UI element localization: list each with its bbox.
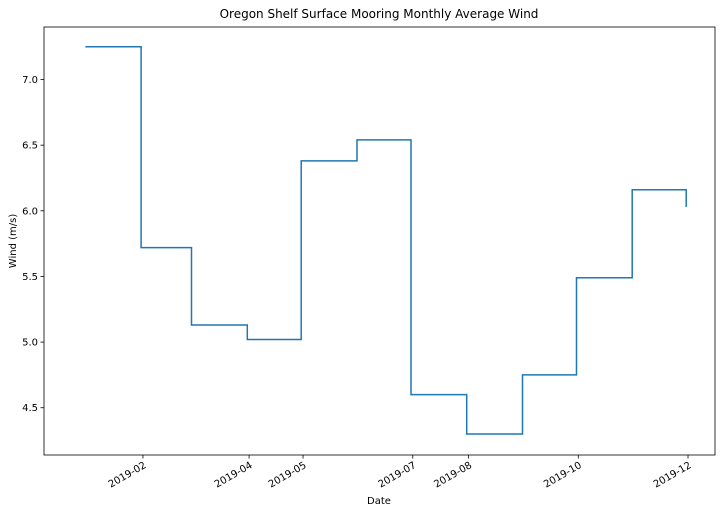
plot-area: [43, 26, 716, 456]
y-tick-label: 7.0: [22, 75, 38, 86]
x-axis-label: Date: [367, 496, 391, 507]
x-tick-label: 2019-07: [377, 460, 419, 490]
y-tick-label: 5.5: [22, 272, 38, 283]
y-axis: 4.5 5.0 5.5 6.0 6.5 7.0: [22, 75, 44, 414]
y-axis-label: Wind (m/s): [8, 214, 19, 269]
x-axis: 2019-02 2019-04 2019-05 2019-07 2019-08 2019-…: [107, 455, 694, 490]
series-line: [85, 45, 687, 435]
x-tick-label: 2019-05: [267, 460, 309, 490]
x-tick-label: 2019-04: [213, 460, 255, 490]
y-tick-label: 6.5: [22, 141, 38, 152]
x-tick-label: 2019-10: [542, 460, 584, 490]
y-tick-label: 5.0: [22, 338, 38, 349]
chart-title: Oregon Shelf Surface Mooring Monthly Ave…: [220, 7, 539, 21]
x-tick-label: 2019-08: [432, 460, 474, 490]
y-tick-label: 4.5: [22, 403, 38, 414]
y-tick-label: 6.0: [22, 206, 38, 217]
x-tick-label: 2019-02: [107, 460, 149, 490]
x-tick-label: 2019-12: [652, 460, 694, 490]
